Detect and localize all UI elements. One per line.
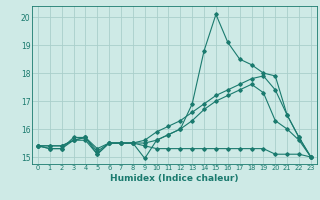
- X-axis label: Humidex (Indice chaleur): Humidex (Indice chaleur): [110, 174, 239, 183]
